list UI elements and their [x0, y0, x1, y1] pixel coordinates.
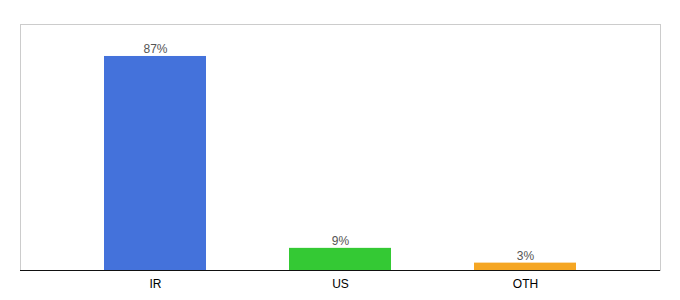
svg-text:9%: 9% [332, 234, 350, 248]
svg-text:OTH: OTH [513, 277, 538, 291]
svg-text:87%: 87% [143, 42, 167, 56]
svg-text:3%: 3% [517, 249, 535, 263]
svg-text:IR: IR [150, 277, 162, 291]
svg-text:US: US [332, 277, 349, 291]
